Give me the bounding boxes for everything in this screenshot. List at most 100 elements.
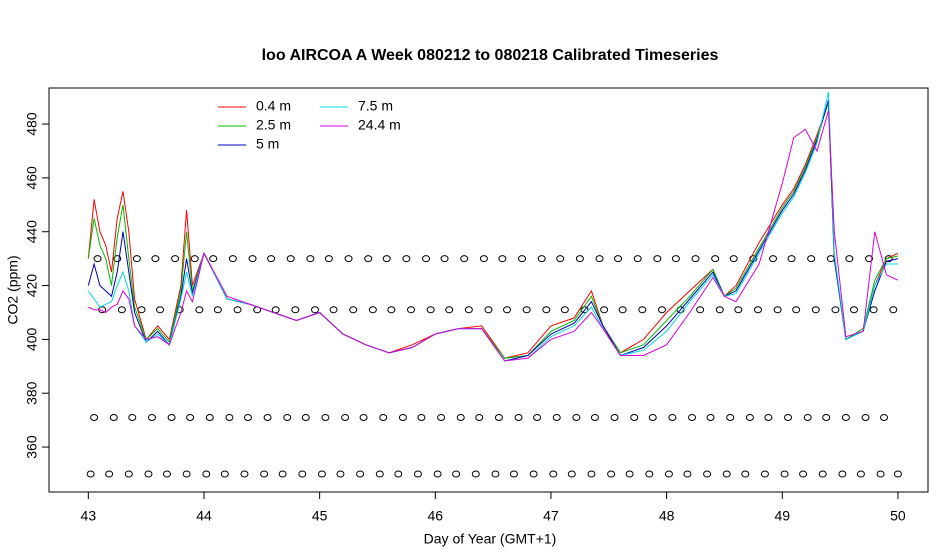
standard-point xyxy=(522,306,531,314)
series-line xyxy=(88,110,899,362)
standard-point xyxy=(630,413,639,421)
standard-point xyxy=(479,255,488,263)
plot-frame xyxy=(48,87,929,493)
standard-point xyxy=(243,413,252,421)
x-tick-label: 44 xyxy=(196,508,212,524)
standard-point xyxy=(822,413,831,421)
standard-point xyxy=(542,306,551,314)
standard-point xyxy=(291,306,300,314)
standard-point xyxy=(109,413,118,421)
standard-point xyxy=(711,255,720,263)
standard-point xyxy=(283,413,292,421)
chart-title: loo AIRCOA A Week 080212 to 080218 Calib… xyxy=(262,47,719,64)
standard-point xyxy=(498,255,507,263)
standard-point xyxy=(645,470,654,478)
standard-point xyxy=(715,306,724,314)
standard-point xyxy=(364,255,373,263)
x-tick-label: 47 xyxy=(543,508,559,524)
standard-point xyxy=(240,470,249,478)
standard-point xyxy=(764,413,773,421)
standard-point xyxy=(869,306,878,314)
standard-point xyxy=(849,306,858,314)
standard-point xyxy=(422,255,431,263)
standard-point xyxy=(537,255,546,263)
standard-point xyxy=(182,470,191,478)
standard-point xyxy=(464,306,473,314)
standard-point xyxy=(514,413,523,421)
standard-point xyxy=(263,413,272,421)
standard-point xyxy=(151,255,160,263)
standard-point xyxy=(688,413,697,421)
y-tick-label: 480 xyxy=(24,112,40,136)
standard-point xyxy=(306,255,315,263)
standard-point xyxy=(233,306,242,314)
standard-point xyxy=(845,255,854,263)
standard-point xyxy=(625,470,634,478)
x-tick-label: 46 xyxy=(428,508,444,524)
standard-point xyxy=(683,470,692,478)
standard-point xyxy=(359,413,368,421)
x-tick-label: 49 xyxy=(774,508,790,524)
standard-point xyxy=(494,413,503,421)
standard-point xyxy=(341,413,350,421)
standard-point xyxy=(614,255,623,263)
standard-point xyxy=(703,470,712,478)
standard-point xyxy=(475,413,484,421)
legend-label: 0.4 m xyxy=(256,98,291,114)
standard-point xyxy=(653,255,662,263)
standard-point xyxy=(484,306,493,314)
standard-point xyxy=(734,306,743,314)
standard-point xyxy=(195,306,204,314)
standard-point xyxy=(664,470,673,478)
standard-point xyxy=(807,255,816,263)
standard-point xyxy=(132,255,141,263)
standard-point xyxy=(86,470,95,478)
standard-point xyxy=(529,470,538,478)
standard-point xyxy=(745,413,754,421)
standard-point xyxy=(893,470,902,478)
standard-point xyxy=(375,470,384,478)
y-axis-label: CO2 (ppm) xyxy=(5,255,21,324)
standard-point xyxy=(575,255,584,263)
standard-point xyxy=(117,306,126,314)
standard-point xyxy=(749,255,758,263)
standard-point xyxy=(225,413,234,421)
standard-point xyxy=(518,255,527,263)
legend-label: 7.5 m xyxy=(358,98,393,114)
standard-point xyxy=(311,306,320,314)
standard-point xyxy=(456,413,465,421)
standard-point xyxy=(407,306,416,314)
standard-point xyxy=(344,255,353,263)
x-tick-label: 43 xyxy=(81,508,97,524)
standard-point xyxy=(729,255,738,263)
standard-point xyxy=(491,470,500,478)
standard-point xyxy=(209,255,218,263)
standard-point xyxy=(113,255,122,263)
standard-point xyxy=(792,306,801,314)
y-tick-label: 420 xyxy=(24,274,40,298)
standard-point xyxy=(773,306,782,314)
standard-point xyxy=(722,470,731,478)
legend-label: 5 m xyxy=(256,136,279,152)
standard-point xyxy=(784,413,793,421)
standard-point xyxy=(509,470,518,478)
standard-point xyxy=(633,255,642,263)
standard-point xyxy=(799,470,808,478)
standard-point xyxy=(726,413,735,421)
standard-point xyxy=(753,306,762,314)
standard-point xyxy=(349,306,358,314)
standard-point xyxy=(760,470,769,478)
standard-point xyxy=(706,413,715,421)
standard-point xyxy=(691,255,700,263)
standard-point xyxy=(317,470,326,478)
y-tick-label: 360 xyxy=(24,435,40,459)
standard-point xyxy=(202,470,211,478)
standard-point xyxy=(572,413,581,421)
standard-point xyxy=(144,470,153,478)
standard-point xyxy=(356,470,365,478)
standard-point xyxy=(382,255,391,263)
standard-point xyxy=(638,306,647,314)
standard-point xyxy=(167,413,176,421)
y-tick-label: 440 xyxy=(24,220,40,244)
